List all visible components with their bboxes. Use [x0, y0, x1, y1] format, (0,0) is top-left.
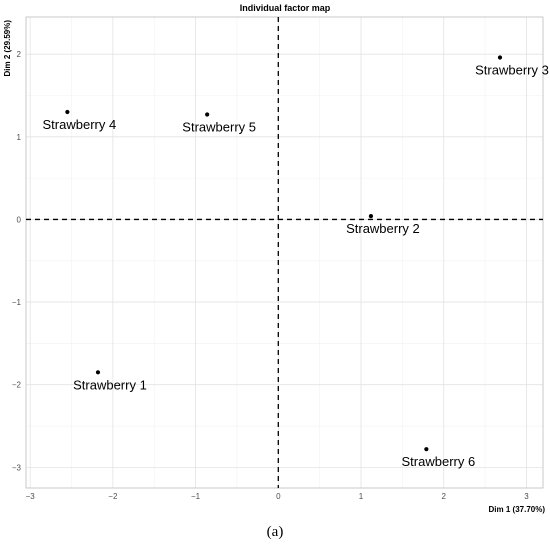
- y-tick-label: 1: [17, 133, 22, 142]
- x-tick-label: −2: [108, 492, 118, 501]
- y-tick-label: 0: [17, 215, 22, 224]
- y-tick-label: −2: [12, 381, 22, 390]
- data-point-label: Strawberry 6: [402, 454, 476, 469]
- y-tick-label: 2: [17, 50, 22, 59]
- x-axis-label: Dim 1 (37.70%): [489, 505, 546, 514]
- y-tick-label: −1: [12, 298, 22, 307]
- x-tick-label: 2: [442, 492, 447, 501]
- data-point-label: Strawberry 1: [73, 377, 147, 392]
- figure-caption: (a): [266, 524, 284, 540]
- data-points: Strawberry 1 Strawberry 2 Strawberry 3 Stra…: [43, 55, 549, 469]
- data-point-label: Strawberry 2: [346, 221, 420, 236]
- data-point: [95, 370, 101, 375]
- data-point: [497, 55, 503, 60]
- x-tick-label: −3: [26, 492, 36, 501]
- data-point: [368, 214, 374, 219]
- x-tick-label: −1: [191, 492, 201, 501]
- x-tick-label: 0: [276, 492, 281, 501]
- data-point-label: Strawberry 3: [475, 62, 549, 77]
- reference-lines: [26, 17, 543, 488]
- grid: [25, 16, 544, 489]
- y-axis-label: Dim 2 (29.59%): [3, 20, 12, 77]
- plot-panel-border: [25, 16, 544, 489]
- data-point-label: Strawberry 5: [182, 120, 256, 135]
- chart-title: Individual factor map: [240, 3, 331, 13]
- y-tick-label: −3: [12, 463, 22, 472]
- x-tick-label: 1: [359, 492, 364, 501]
- data-point: [65, 109, 70, 115]
- x-tick-label: 3: [524, 492, 529, 501]
- tick-labels: −3 −2 −1 0 1 2 3 −3 −2 −1 0 1 2: [12, 50, 529, 501]
- data-point-label: Strawberry 4: [43, 117, 117, 132]
- data-point: [205, 112, 210, 117]
- data-point: [424, 447, 429, 452]
